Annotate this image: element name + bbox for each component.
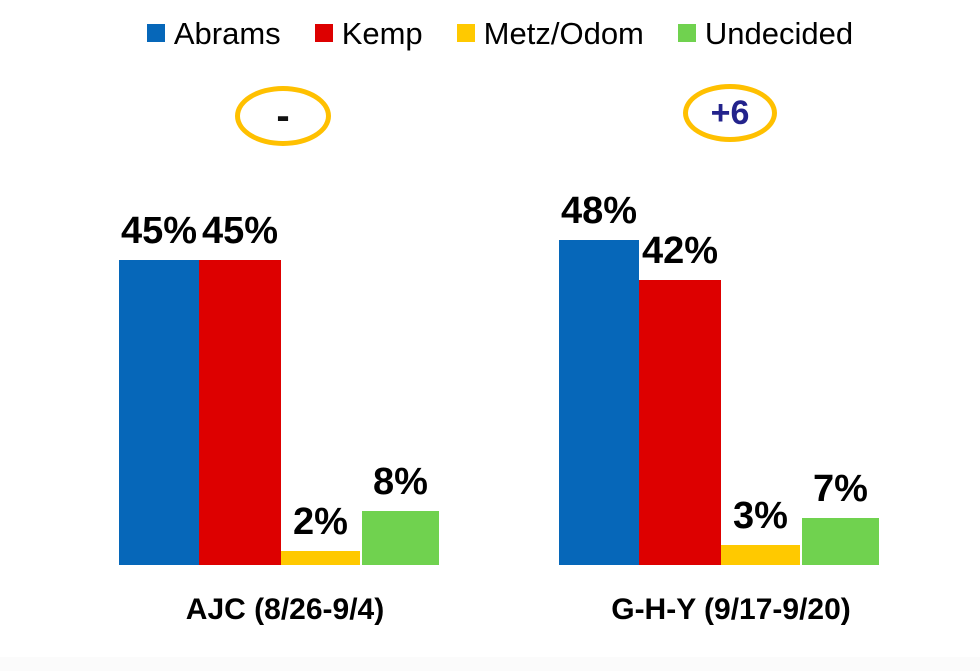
legend-item-metz-odom: Metz/Odom: [456, 15, 644, 51]
annotation-ellipse-ajc-margin: -: [235, 86, 331, 146]
legend-label-undecided: Undecided: [704, 15, 854, 51]
bar-value-label-kemp-group2: 42%: [641, 230, 719, 272]
bar-abrams-group1: [119, 260, 199, 565]
legend-label-metz-odom: Metz/Odom: [483, 15, 644, 51]
annotation-text-ghy-margin: +6: [710, 94, 750, 132]
bar-undecided-group1: [362, 511, 439, 565]
legend-label-abrams: Abrams: [173, 15, 281, 51]
bar-value-label-abrams-group2: 48%: [560, 190, 638, 232]
bar-metz-odom-group2: [721, 545, 800, 565]
annotation-text-ajc-margin: -: [276, 94, 290, 138]
bar-kemp-group2: [639, 280, 721, 565]
bar-value-label-undecided-group1: 8%: [373, 461, 428, 503]
annotation-ellipse-ghy-margin: +6: [683, 84, 777, 142]
bar-value-label-metz-odom-group2: 3%: [733, 495, 788, 537]
legend-swatch-undecided-icon: [677, 24, 696, 42]
bar-value-label-undecided-group2: 7%: [813, 468, 868, 510]
bar-metz-odom-group1: [281, 551, 360, 565]
bottom-strip: [0, 657, 980, 671]
legend-item-abrams: Abrams: [146, 15, 281, 51]
legend-swatch-kemp-icon: [314, 24, 333, 42]
category-label-ghy: G-H-Y (9/17-9/20): [611, 593, 851, 626]
category-label-ajc: AJC (8/26-9/4): [185, 593, 385, 626]
legend-item-kemp: Kemp: [314, 15, 423, 51]
bar-abrams-group2: [559, 240, 639, 565]
bar-value-label-abrams-group1: 45%: [120, 210, 198, 252]
bar-kemp-group1: [199, 260, 281, 565]
legend-label-kemp: Kemp: [341, 15, 423, 51]
legend-swatch-abrams-icon: [146, 24, 165, 42]
legend-item-undecided: Undecided: [677, 15, 854, 51]
bar-value-label-kemp-group1: 45%: [201, 210, 279, 252]
bar-undecided-group2: [802, 518, 879, 565]
legend-swatch-metz-odom-icon: [456, 24, 475, 42]
chart-legend: Abrams Kemp Metz/Odom Undecided: [10, 16, 980, 50]
bar-value-label-metz-odom-group1: 2%: [293, 501, 348, 543]
